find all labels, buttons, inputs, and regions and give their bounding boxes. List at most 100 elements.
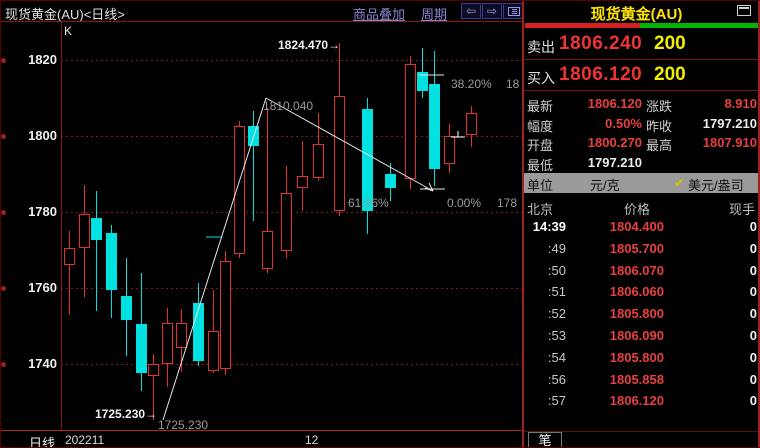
- tick-time: 14:39: [532, 219, 566, 234]
- tick-time: :53: [547, 328, 566, 343]
- tick-price: 1805.800: [609, 306, 664, 322]
- trend-line: [424, 187, 434, 192]
- buy-label: 买入: [527, 70, 555, 86]
- period-link[interactable]: 周期: [421, 7, 448, 22]
- candle-wick: [96, 191, 97, 311]
- candle: [220, 261, 231, 369]
- tick-price: 1806.070: [609, 262, 664, 278]
- y-axis-tick-label: 1780: [28, 204, 57, 219]
- x-axis-label: 12: [305, 433, 319, 447]
- buy-quote-row[interactable]: 买入 1806.120 200: [524, 62, 759, 89]
- candle: [79, 213, 90, 249]
- y-axis-line: [61, 22, 62, 431]
- trend-line: [162, 97, 267, 421]
- gridline: [61, 364, 522, 365]
- tick-volume: 0: [749, 371, 757, 387]
- stat-label: 昨收: [646, 118, 673, 134]
- y-axis-tick-label: 1820: [28, 52, 57, 67]
- tick-time: :52: [547, 306, 566, 322]
- tick-volume: 0: [749, 349, 757, 365]
- candle: [262, 231, 273, 269]
- candle: [234, 126, 245, 255]
- tab-daily-period[interactable]: 日线: [29, 436, 56, 448]
- stat-label: 最低: [527, 157, 554, 173]
- toolbar: 现货黄金(AU)<日线> 商品叠加 周期 ⇦ ⇨: [1, 1, 523, 22]
- divider: [524, 90, 759, 91]
- candle: [281, 193, 292, 252]
- column-header-volume: 现手: [729, 202, 756, 217]
- tab-tick[interactable]: 笔: [528, 432, 562, 447]
- tick-volume: 0: [749, 284, 757, 300]
- price-annotation: 1824.470→: [278, 38, 341, 52]
- stat-label: 最高: [646, 138, 673, 153]
- axis-tick-dot: [1, 58, 6, 63]
- candle: [417, 72, 428, 92]
- tick-time: :56: [547, 371, 566, 387]
- overlay-commodity-link[interactable]: 商品叠加: [353, 7, 406, 22]
- price-annotation: 1725.230→: [95, 407, 158, 421]
- tick-volume: 0: [749, 219, 757, 234]
- price-annotation: 18: [506, 77, 520, 91]
- sell-quantity: 200: [654, 33, 686, 54]
- tick-volume: 0: [749, 393, 757, 409]
- candle: [385, 174, 396, 189]
- quote-panel: 现货黄金(AU) 卖出 1806.240 200 买入 1806.120 200…: [524, 1, 759, 447]
- panel-bottom-divider: [524, 431, 758, 432]
- axis-tick-dot: [1, 134, 6, 139]
- instrument-title: 现货黄金(AU): [590, 6, 683, 23]
- axis-tick-dot: [1, 362, 6, 367]
- stat-value: 1800.270: [587, 135, 642, 150]
- forward-arrow-icon[interactable]: ⇨: [482, 3, 502, 19]
- chart-title: 现货黄金(AU)<日线>: [5, 7, 125, 22]
- unit-option-usd-ounce[interactable]: 美元/盎司: [688, 178, 744, 193]
- price-annotation: 1725.230: [158, 418, 209, 432]
- tick-price: 1806.060: [609, 284, 664, 300]
- candlestick-chart[interactable]: 1820 1800 1780 1760 1740 1824.470→ 1810.040 17…: [1, 1, 523, 448]
- gridline: [61, 288, 522, 289]
- column-header-price: 价格: [624, 202, 651, 217]
- stat-label: 开盘: [527, 138, 554, 153]
- stat-value: 8.910: [724, 96, 757, 111]
- price-annotation: 178: [497, 196, 518, 210]
- candle: [297, 175, 308, 189]
- k-chart-label: K: [64, 24, 73, 38]
- candle: [106, 232, 117, 290]
- price-annotation: 1810.040: [263, 99, 314, 113]
- unit-option-cny-gram[interactable]: 元/克: [590, 178, 620, 193]
- candle-wick: [153, 354, 154, 421]
- price-annotation: 61.06%: [348, 196, 389, 210]
- stat-label: 涨跌: [646, 99, 673, 114]
- axis-tick-dot: [1, 286, 6, 291]
- tick-volume: 0: [749, 262, 757, 278]
- tick-time: :54: [547, 349, 566, 365]
- candle: [429, 83, 440, 170]
- gridline: [61, 60, 522, 61]
- unit-selector-row: 单位 元/克 ✔ 美元/盎司: [524, 173, 758, 193]
- candle: [248, 126, 259, 146]
- split-window-icon[interactable]: [503, 3, 523, 19]
- candle: [162, 322, 173, 364]
- restore-window-icon[interactable]: [737, 5, 751, 16]
- stat-label: 幅度: [527, 118, 554, 134]
- axis-tick-dot: [1, 210, 6, 215]
- sell-price: 1806.240: [559, 33, 643, 54]
- strength-bar-buy: [640, 23, 758, 28]
- tick-volume: 0: [749, 328, 757, 343]
- toolbar-divider: [1, 21, 524, 22]
- candle: [444, 136, 455, 165]
- candle: [176, 322, 187, 349]
- candle: [466, 112, 477, 135]
- tick-price: 1806.120: [609, 393, 664, 409]
- back-arrow-icon[interactable]: ⇦: [461, 3, 481, 19]
- candle: [148, 364, 159, 377]
- strength-bar-sell: [525, 23, 640, 28]
- sell-quote-row[interactable]: 卖出 1806.240 200: [524, 31, 759, 58]
- check-icon: ✔: [674, 175, 685, 190]
- tick-volume: 0: [749, 306, 757, 322]
- panel-divider: [522, 1, 524, 447]
- candle: [208, 330, 219, 371]
- tick-price: 1805.800: [609, 349, 664, 365]
- buy-quantity: 200: [654, 64, 686, 85]
- tick-price: 1806.090: [609, 328, 664, 343]
